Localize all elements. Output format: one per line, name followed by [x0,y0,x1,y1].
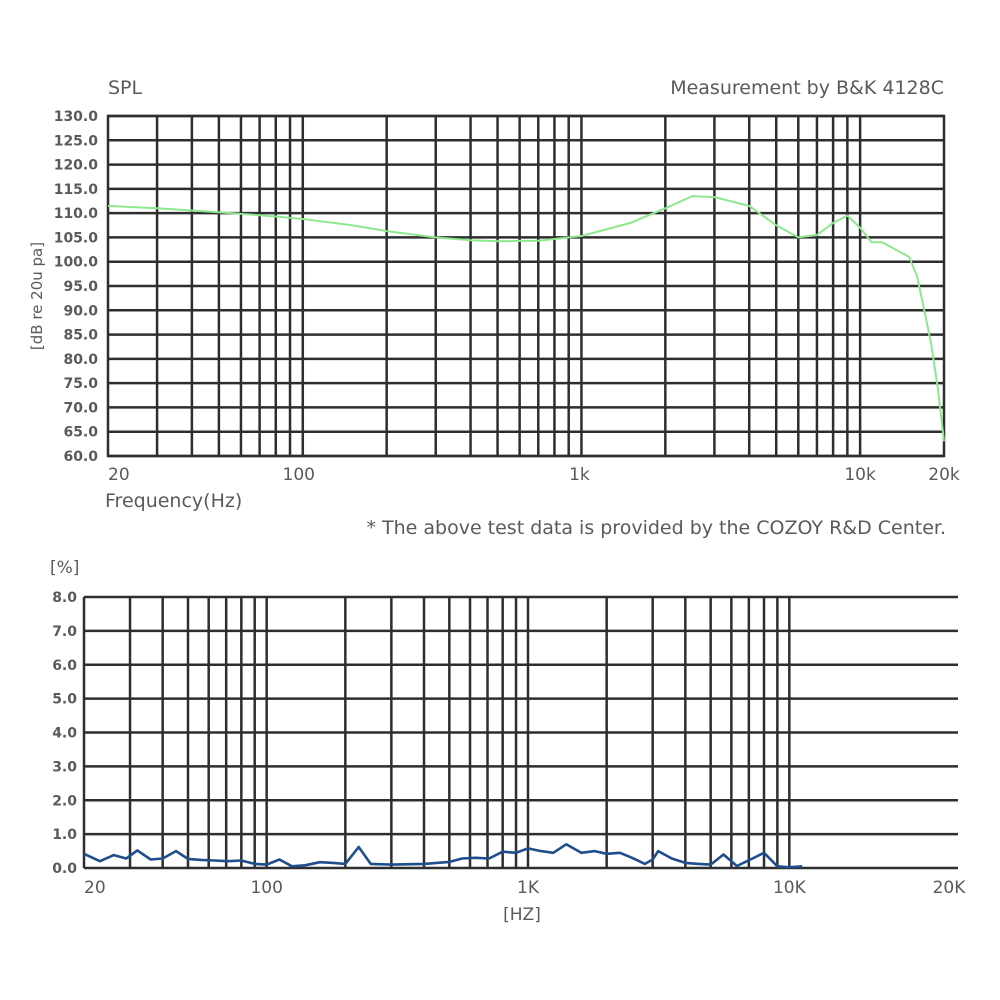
spl-y-tick-label: 90.0 [63,303,98,319]
thd-x-tick-label: 10K [773,878,807,898]
thd-y-axis-label: [%] [50,558,79,578]
spl-grid [108,114,944,458]
thd-x-tick-label: 100 [250,878,282,898]
spl-y-tick-label: 85.0 [63,328,98,344]
thd-y-tick-label: 2.0 [52,793,77,809]
spl-y-tick-label: 115.0 [54,182,99,198]
spl-y-axis-label: [dB re 20u pa] [28,242,46,350]
spl-x-tick-label: 20k [928,465,960,485]
thd-x-tick-label: 1K [517,878,540,898]
thd-y-tick-label: 3.0 [52,759,77,775]
spl-y-tick-label: 95.0 [63,279,98,295]
thd-x-tick-label: 20 [84,878,106,898]
spl-y-tick-label: 105.0 [54,230,99,246]
thd-x-tick-label: 20K [933,878,967,898]
spl-x-tick-label: 10k [844,465,876,485]
thd-y-tick-label: 5.0 [52,692,77,708]
spl-chart-title: SPL [108,77,143,99]
spl-x-tick-label: 1k [569,465,590,485]
spl-series-line [107,195,945,442]
thd-y-tick-label: 7.0 [52,624,77,640]
test-data-footnote: * The above test data is provided by the… [366,517,946,539]
thd-series-line [83,842,803,869]
thd-y-tick-label: 4.0 [52,726,77,742]
spl-y-tick-label: 80.0 [63,352,98,368]
thd-y-ticks: 8.0 7.0 6.0 5.0 4.0 3.0 2.0 1.0 0.0 [52,590,77,877]
spl-y-tick-label: 70.0 [63,400,98,416]
spl-y-tick-label: 100.0 [54,255,99,271]
spl-x-axis-label: Frequency(Hz) [105,490,242,512]
spl-x-tick-label: 100 [283,465,315,485]
spl-y-tick-label: 130.0 [54,109,99,125]
thd-x-ticks: 20 100 1K 10K 20K [84,878,966,898]
thd-y-tick-label: 8.0 [52,590,77,606]
spl-y-ticks: 130.0 125.0 120.0 115.0 110.0 105.0 100.0 95.0 9… [54,109,99,465]
spl-y-tick-label: 60.0 [63,449,98,465]
thd-y-tick-label: 6.0 [52,658,77,674]
spl-x-ticks: 20 100 1k 10k 20k [108,465,960,485]
spl-y-tick-label: 120.0 [54,158,99,174]
spl-plot-frame [106,114,946,458]
spl-y-tick-label: 65.0 [63,425,98,441]
spl-x-tick-label: 20 [108,465,130,485]
spl-y-tick-label: 125.0 [54,133,99,149]
spl-chart-subtitle: Measurement by B&K 4128C [670,77,944,99]
spl-y-tick-label: 75.0 [63,376,98,392]
thd-x-axis-label: [HZ] [503,905,541,925]
thd-y-tick-label: 1.0 [52,827,77,843]
thd-grid [82,595,958,870]
spl-y-tick-label: 110.0 [54,206,99,222]
thd-y-tick-label: 0.0 [52,861,77,877]
